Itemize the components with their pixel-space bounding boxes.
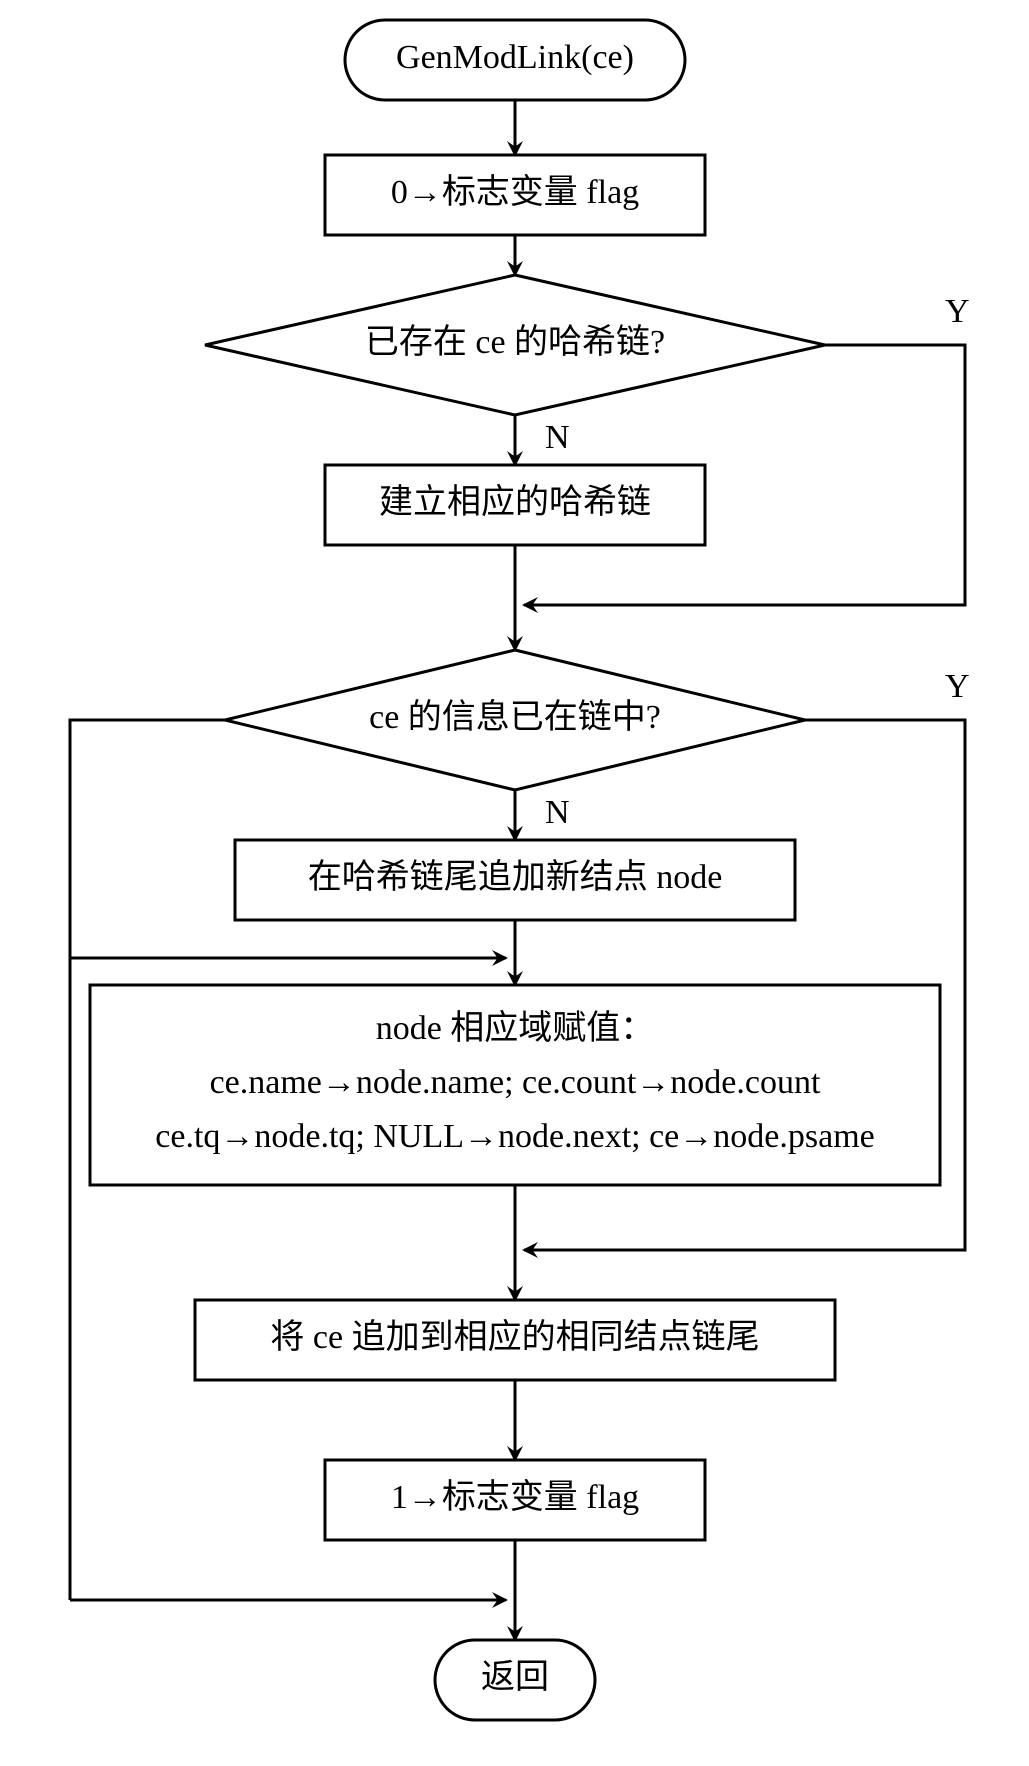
p1-label: 建立相应的哈希链: [379, 483, 651, 521]
init-label: 0→标志变量 flag: [391, 173, 639, 211]
p3-line-1: ce.name→node.name; ce.count→node.count: [210, 1064, 821, 1101]
end-label: 返回: [481, 1659, 549, 1696]
edge-d1-yes-label: Y: [945, 293, 970, 330]
edge-d1-p1-label: N: [545, 419, 570, 456]
p5-label: 1→标志变量 flag: [391, 1478, 639, 1516]
d1-label: 已存在 ce 的哈希链?: [365, 323, 665, 361]
d2-label: ce 的信息已在链中?: [369, 698, 661, 736]
p3-line-0: node 相应域赋值：: [376, 1009, 655, 1047]
start-label: GenModLink(ce): [396, 39, 634, 76]
edge-d2-yes-label: Y: [945, 668, 970, 705]
p2-label: 在哈希链尾追加新结点 node: [308, 858, 723, 896]
p3-line-2: ce.tq→node.tq; NULL→node.next; ce→node.p…: [155, 1118, 874, 1155]
edge-d2-p2-label: N: [545, 794, 570, 831]
p4-label: 将 ce 追加到相应的相同结点链尾: [270, 1318, 759, 1356]
